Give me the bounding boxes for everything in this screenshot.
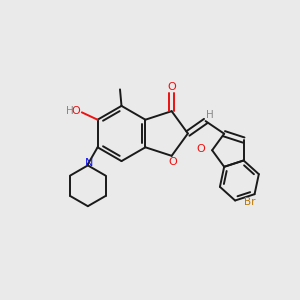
Text: O: O [168, 158, 177, 167]
Text: O: O [197, 144, 206, 154]
Text: H: H [206, 110, 214, 119]
Text: Br: Br [244, 197, 256, 207]
Text: N: N [85, 158, 93, 168]
Text: H: H [66, 106, 74, 116]
Text: O: O [167, 82, 176, 92]
Text: O: O [72, 106, 80, 116]
